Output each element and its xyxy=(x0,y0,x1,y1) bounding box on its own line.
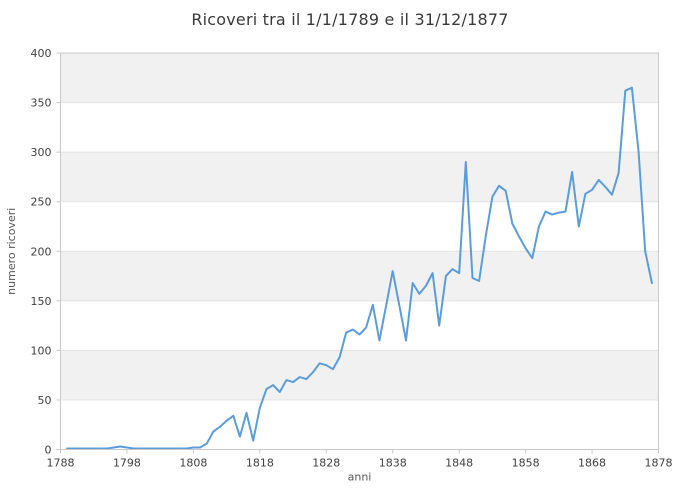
y-tick-labels: 0 50 100 150 200 250 300 350 400 xyxy=(31,47,52,457)
data-line-series xyxy=(66,86,653,450)
svg-text:1838: 1838 xyxy=(379,457,407,470)
svg-text:250: 250 xyxy=(31,196,52,209)
svg-text:1798: 1798 xyxy=(113,457,141,470)
svg-text:0: 0 xyxy=(45,444,52,457)
svg-text:100: 100 xyxy=(31,344,52,357)
svg-text:1788: 1788 xyxy=(47,457,75,470)
svg-text:350: 350 xyxy=(31,97,52,110)
svg-text:400: 400 xyxy=(31,47,52,60)
plot-bands xyxy=(60,53,659,400)
svg-text:300: 300 xyxy=(31,146,52,159)
svg-text:1878: 1878 xyxy=(645,457,673,470)
svg-text:1848: 1848 xyxy=(445,457,473,470)
svg-text:50: 50 xyxy=(38,394,52,407)
svg-text:200: 200 xyxy=(31,245,52,258)
y-axis-title: numero ricoveri xyxy=(5,208,18,295)
x-axis-title: anni xyxy=(348,471,372,484)
svg-text:1868: 1868 xyxy=(578,457,606,470)
plot-border xyxy=(60,52,659,450)
chart-title: Ricoveri tra il 1/1/1789 e il 31/12/1877 xyxy=(191,10,509,29)
tick-marks xyxy=(56,52,659,454)
svg-text:1858: 1858 xyxy=(512,457,540,470)
svg-text:1828: 1828 xyxy=(312,457,340,470)
svg-text:1818: 1818 xyxy=(246,457,274,470)
svg-text:1808: 1808 xyxy=(179,457,207,470)
x-tick-labels: 1788 1798 1808 1818 1828 1838 1848 1858 1868 1878 xyxy=(47,457,673,470)
svg-text:150: 150 xyxy=(31,295,52,308)
